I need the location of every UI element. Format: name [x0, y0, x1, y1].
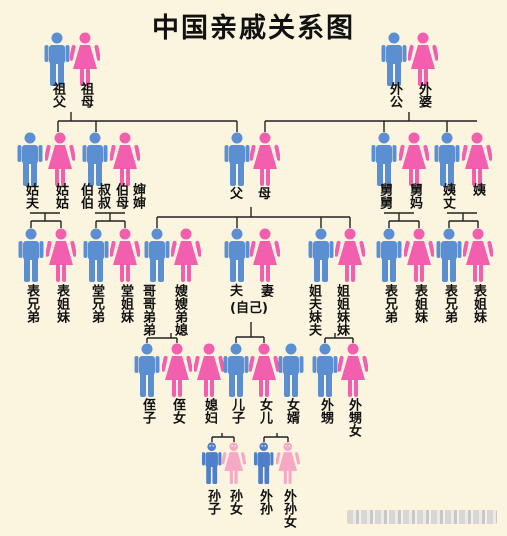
label-bobo: 伯伯: [78, 183, 93, 209]
cousin-male-figure-2: [376, 228, 402, 282]
nephew-figure: [134, 343, 160, 397]
label-self: (自己): [230, 301, 268, 316]
label-gugu: 姑姑: [53, 183, 68, 209]
paternal-cousin-female-figure: [110, 228, 140, 282]
label-fu: 父: [230, 187, 244, 202]
granddaughter-figure: [222, 442, 246, 485]
label-zufu: 祖父: [50, 82, 65, 108]
label-fu-self: 夫: [230, 284, 244, 299]
label-erzi: 儿子: [229, 398, 244, 424]
label-tangjiemei: 堂姐妹: [118, 284, 133, 323]
label-waisunnv: 外孙女: [281, 489, 296, 528]
label-waipo: 外婆: [416, 82, 431, 108]
label-xifu: 媳妇: [202, 398, 217, 424]
label-biaoxiongdi-1: 表兄弟: [24, 284, 39, 323]
label-waisheng: 外甥: [318, 398, 333, 424]
paternal-aunt-figure: [45, 132, 75, 186]
label-shenshen: 婶婶: [130, 183, 145, 209]
label-yi: 姨: [470, 183, 485, 196]
mother-figure: [250, 132, 280, 186]
label-biaoxiongdi-2: 表兄弟: [382, 284, 397, 323]
sister-daughter-figure: [338, 343, 368, 397]
label-shushu: 叔叔: [95, 183, 110, 209]
daughter-figure: [249, 343, 279, 397]
daughter-in-law-figure: [194, 343, 224, 397]
cousin-female-figure-1: [46, 228, 76, 282]
label-biaojiemei-1: 表姐妹: [54, 284, 69, 323]
label-biaojiemei-3: 表姐妹: [471, 284, 486, 323]
label-saosao-dixi: 嫂嫂弟媳: [172, 284, 187, 336]
label-yizhang: 姨丈: [440, 183, 455, 209]
label-waisun: 外孙: [257, 489, 272, 515]
label-zhinv: 侄女: [170, 398, 185, 424]
label-mu: 母: [258, 187, 272, 202]
label-bomu: 伯母: [113, 183, 128, 209]
label-gufu: 姑夫: [23, 183, 38, 209]
cousin-male-figure-3: [436, 228, 462, 282]
husband-self-figure: [224, 228, 250, 282]
sister-son-figure: [312, 343, 338, 397]
cousin-male-figure-1: [18, 228, 44, 282]
watermark: [347, 510, 497, 524]
son-figure: [223, 343, 249, 397]
grandfather-figure: [44, 32, 70, 86]
label-waigong: 外公: [387, 82, 402, 108]
label-biaoxiongdi-3: 表兄弟: [442, 284, 457, 323]
maternal-grandmother-figure: [408, 32, 438, 86]
label-jiuma: 舅妈: [407, 183, 422, 209]
father-figure: [224, 132, 250, 186]
diagram-title: 中国亲戚关系图: [152, 13, 355, 44]
paternal-cousin-male-figure: [83, 228, 109, 282]
label-gege-didi: 哥哥弟弟: [140, 284, 155, 336]
brother-in-law-figure: [308, 228, 334, 282]
sister-figure: [335, 228, 365, 282]
maternal-aunt-figure: [462, 132, 492, 186]
paternal-uncle-wife-figure: [110, 132, 140, 186]
wife-self-figure: [250, 228, 280, 282]
label-jiujiu: 舅舅: [377, 183, 392, 209]
cousin-female-figure-3: [463, 228, 493, 282]
label-zumu: 祖母: [78, 82, 93, 108]
grandmother-figure: [70, 32, 100, 86]
label-nver: 女儿: [257, 398, 272, 424]
niece-figure: [162, 343, 192, 397]
grandson-figure: [202, 442, 222, 485]
daughter-son-figure: [254, 442, 274, 485]
maternal-uncle-wife-figure: [399, 132, 429, 186]
paternal-uncle-figure: [82, 132, 108, 186]
label-jiejie-meimei: 姐姐妹妹: [334, 284, 349, 336]
label-nvxu: 女婿: [284, 398, 299, 424]
label-sunzi: 孙子: [205, 489, 220, 515]
label-biaojiemei-2: 表姐妹: [412, 284, 427, 323]
maternal-aunt-husband-figure: [434, 132, 460, 186]
label-qi-self: 妻: [258, 284, 273, 297]
son-in-law-figure: [278, 343, 304, 397]
maternal-grandfather-figure: [381, 32, 407, 86]
brother-figure: [144, 228, 170, 282]
label-sunnv: 孙女: [227, 489, 242, 515]
paternal-aunt-husband-figure: [17, 132, 43, 186]
label-waishengnv: 外甥女: [346, 398, 361, 437]
label-zhizi: 侄子: [140, 398, 155, 424]
maternal-uncle-figure: [371, 132, 397, 186]
cousin-female-figure-2: [404, 228, 434, 282]
sister-in-law-figure: [171, 228, 201, 282]
daughter-daughter-figure: [276, 442, 300, 485]
label-tangxiongdi: 堂兄弟: [89, 284, 104, 323]
label-jiefu-meifu: 姐夫妹夫: [306, 284, 321, 336]
